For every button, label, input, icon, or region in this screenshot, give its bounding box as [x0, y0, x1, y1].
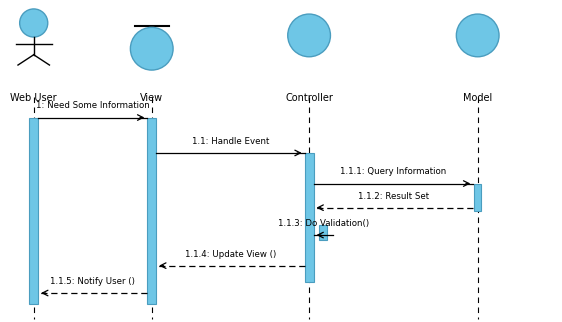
Text: 1: Need Some Information: 1: Need Some Information [36, 101, 149, 110]
Bar [474, 184, 481, 211]
Ellipse shape [20, 9, 48, 37]
Ellipse shape [456, 14, 499, 57]
Bar [319, 225, 327, 240]
Text: 1.1.2: Result Set: 1.1.2: Result Set [358, 192, 429, 201]
Ellipse shape [130, 27, 173, 70]
Text: Controller: Controller [285, 93, 333, 103]
Text: Web User: Web User [11, 93, 57, 103]
Text: 1.1.4: Update View (): 1.1.4: Update View () [185, 250, 276, 259]
Bar [29, 118, 38, 304]
Bar [147, 118, 156, 304]
Text: 1.1.5: Notify User (): 1.1.5: Notify User () [50, 277, 135, 286]
Text: Model: Model [463, 93, 492, 103]
Bar [305, 153, 314, 282]
Ellipse shape [288, 14, 330, 57]
Text: 1.1.1: Query Information: 1.1.1: Query Information [340, 167, 447, 176]
Text: View: View [140, 93, 164, 103]
Text: 1.1: Handle Event: 1.1: Handle Event [192, 137, 269, 146]
Text: 1.1.3: Do Validation(): 1.1.3: Do Validation() [278, 219, 369, 228]
